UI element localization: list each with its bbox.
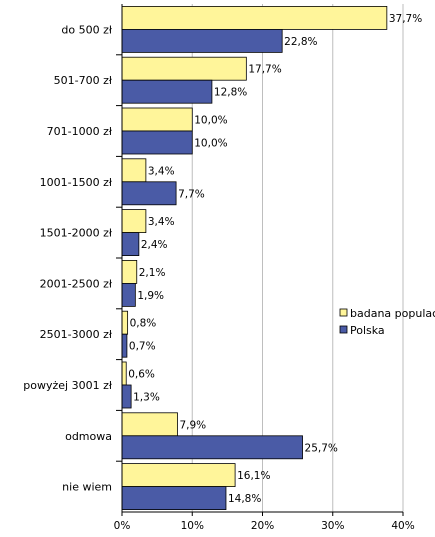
x-tick-label: 30% (321, 520, 344, 532)
category-label: 701-1000 zł (47, 125, 113, 138)
legend-label: Polska (350, 324, 385, 337)
category-label: nie wiem (62, 481, 112, 494)
bar (121, 130, 193, 155)
legend-swatch (339, 308, 348, 317)
category-label: do 500 zł (61, 23, 112, 36)
data-label: 17,7% (248, 64, 281, 76)
category-label: powyżej 3001 zł (23, 379, 113, 392)
x-tick-label: 0% (114, 520, 131, 532)
category-label: 1001-1500 zł (40, 176, 113, 189)
data-label: 0,7% (129, 341, 156, 353)
x-tick-label: 40% (391, 520, 414, 532)
bar (121, 361, 127, 386)
data-label: 2,1% (139, 267, 166, 279)
data-label: 12,8% (214, 87, 247, 99)
bar (121, 435, 303, 460)
category-label: 1501-2000 zł (40, 227, 113, 240)
bar (121, 28, 283, 53)
data-label: 0,8% (130, 318, 157, 330)
data-label: 7,7% (178, 188, 205, 200)
data-label: 14,8% (228, 493, 261, 505)
legend-label: badana populacja (350, 307, 435, 320)
bar (121, 209, 147, 234)
bar (121, 463, 236, 488)
bar (121, 158, 147, 183)
data-label: 7,9% (179, 419, 206, 431)
data-label: 25,7% (305, 442, 338, 454)
bar (121, 232, 140, 257)
category-label: 2001-2500 zł (40, 277, 113, 290)
bar (121, 486, 227, 511)
category-label: 2501-3000 zł (40, 328, 113, 341)
bar (121, 6, 388, 30)
data-label: 10,0% (194, 115, 227, 127)
bar (121, 259, 138, 284)
data-label: 1,9% (137, 290, 164, 302)
data-label: 10,0% (194, 138, 227, 150)
category-label: odmowa (65, 430, 112, 443)
x-tick-label: 20% (251, 520, 274, 532)
category-label: 501-700 zł (54, 74, 113, 87)
data-label: 22,8% (284, 36, 317, 48)
data-label: 37,7% (389, 13, 422, 25)
bar (121, 56, 247, 81)
bar (121, 384, 132, 409)
legend-swatch (339, 325, 348, 334)
data-label: 0,6% (128, 369, 155, 381)
bar (121, 412, 178, 437)
bar (121, 310, 129, 335)
bar (121, 333, 128, 358)
data-label: 3,4% (148, 165, 175, 177)
data-label: 16,1% (237, 470, 270, 482)
data-label: 1,3% (133, 392, 160, 404)
bar (121, 181, 177, 206)
x-tick-label: 10% (181, 520, 204, 532)
bar (121, 79, 213, 104)
data-label: 2,4% (141, 239, 168, 251)
bar (121, 107, 193, 132)
data-label: 3,4% (148, 216, 175, 228)
bar (121, 282, 136, 307)
